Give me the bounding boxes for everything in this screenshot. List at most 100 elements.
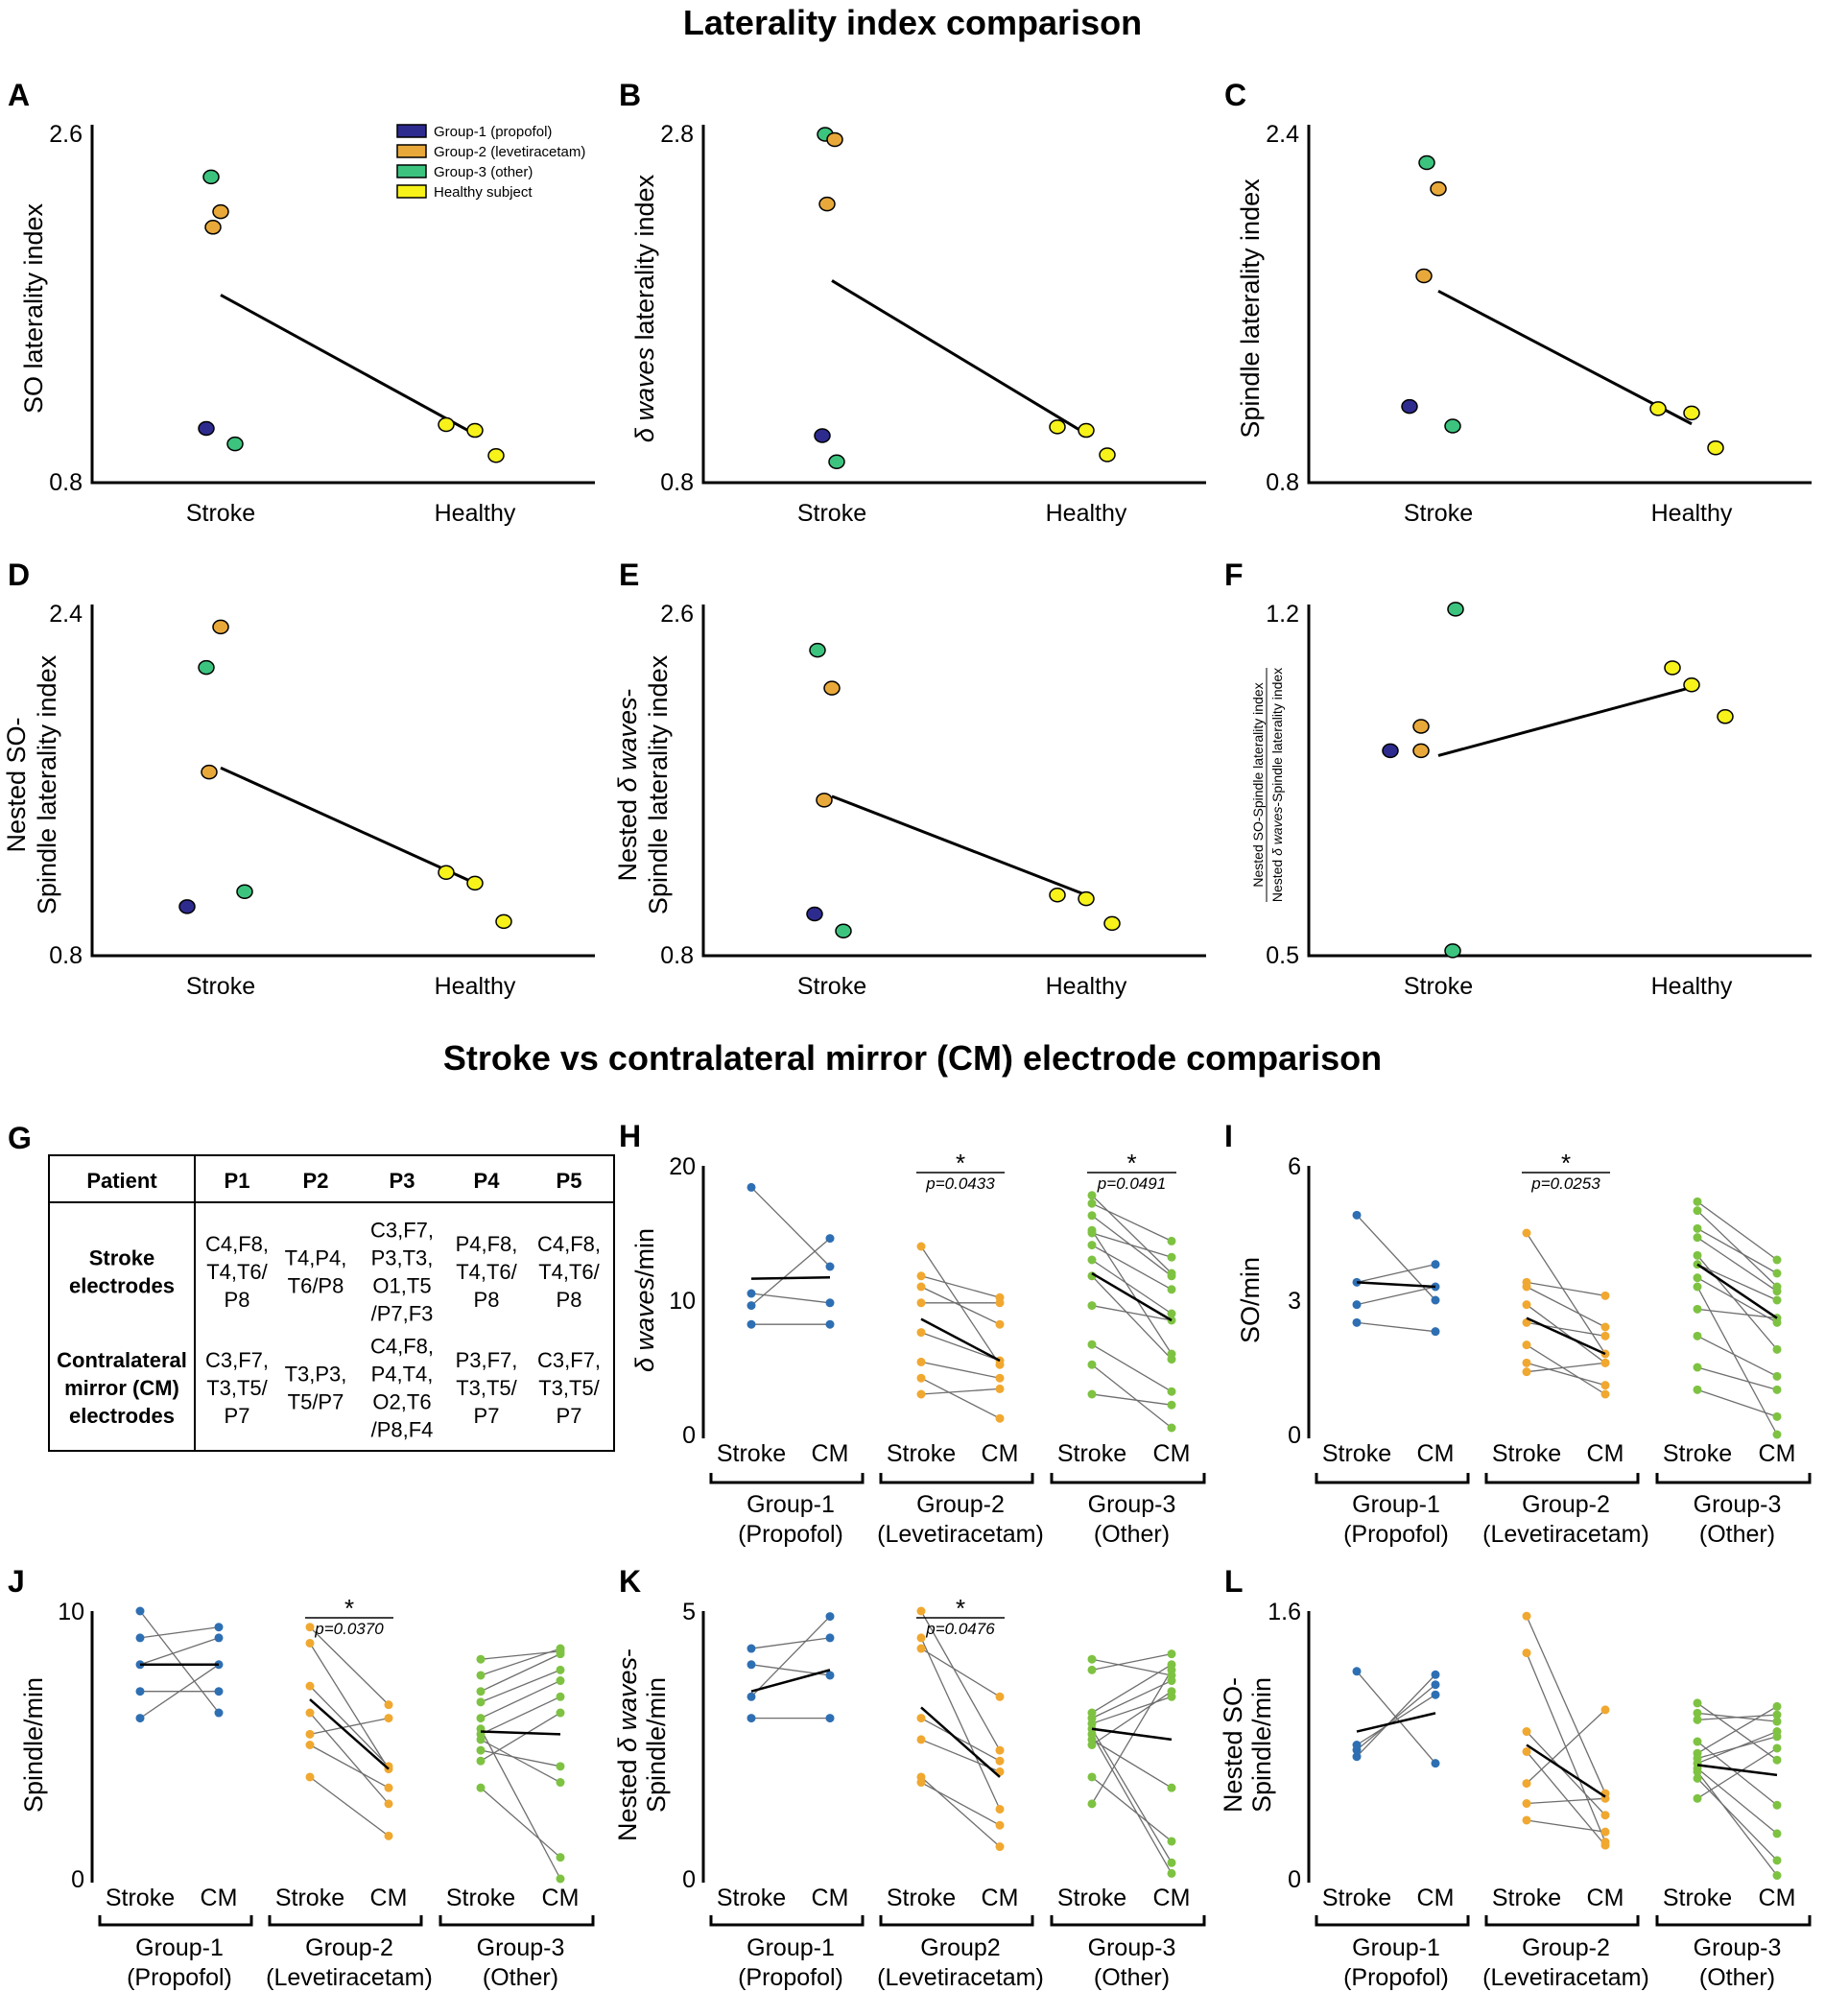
panel-label-F: F xyxy=(1224,557,1244,592)
data-point-cm xyxy=(825,1319,835,1329)
data-point-cm xyxy=(995,1413,1005,1423)
data-point-cm xyxy=(1772,1385,1782,1394)
data-point-stroke xyxy=(1087,1654,1097,1664)
y-tick-label-bottom: 0.8 xyxy=(660,469,694,496)
x-label-stroke: Stroke xyxy=(186,500,255,527)
data-point-group2 xyxy=(201,764,218,780)
data-point-cm xyxy=(1772,1701,1782,1711)
scatter-panel-F: F 1.2 0.5 Stroke Healthy Nested SO-Spindle la… xyxy=(1224,557,1812,1000)
data-point-stroke xyxy=(1693,1250,1702,1260)
data-point-stroke xyxy=(305,1681,315,1691)
panel-label-I: I xyxy=(1224,1119,1233,1153)
mean-line xyxy=(750,1275,831,1280)
table-header-cell: P2 xyxy=(303,1169,329,1193)
p-value-label: p=0.0433 xyxy=(925,1174,995,1193)
pair-line xyxy=(139,1637,220,1666)
y-axis-label-line1: Nested δ waves- xyxy=(613,1648,642,1841)
x-label-stroke: Stroke xyxy=(1057,1885,1126,1911)
pair-line xyxy=(920,1387,1001,1395)
group-label: Group-1 xyxy=(747,1491,835,1518)
pair-line xyxy=(480,1669,561,1703)
data-point-stroke xyxy=(1693,1773,1702,1783)
x-label-cm: CM xyxy=(982,1440,1019,1467)
group-label: Group-3 xyxy=(1694,1934,1782,1961)
data-point-stroke xyxy=(747,1182,756,1192)
y-tick-label: 5 xyxy=(682,1599,696,1625)
data-point-stroke xyxy=(1087,1665,1097,1674)
panel-label-G: G xyxy=(8,1121,32,1155)
data-point-stroke xyxy=(476,1671,486,1680)
data-point-stroke xyxy=(1693,1363,1702,1372)
pair-line xyxy=(920,1361,1001,1379)
data-point-stroke xyxy=(916,1644,926,1653)
pair-line xyxy=(1091,1670,1173,1805)
y-tick-label-bottom: 0.8 xyxy=(1266,469,1299,496)
group-label: Group-1 xyxy=(1352,1934,1440,1961)
data-point-cm xyxy=(995,1373,1005,1383)
data-point-group3 xyxy=(1444,943,1461,959)
group-label-drug: (Other) xyxy=(1094,1521,1170,1548)
y-tick-label-top: 2.8 xyxy=(660,121,694,148)
group-bracket xyxy=(1050,1915,1206,1927)
y-tick-label-top: 2.6 xyxy=(49,121,83,148)
group-label: Group-2 xyxy=(1522,1491,1610,1518)
x-label-stroke: Stroke xyxy=(1404,973,1473,1000)
group-bracket xyxy=(879,1473,1034,1484)
data-point-healthy xyxy=(1683,405,1700,421)
pair-line xyxy=(1091,1776,1173,1842)
data-point-cm xyxy=(995,1298,1005,1308)
data-point-cm xyxy=(1431,1759,1440,1768)
data-point-cm xyxy=(1772,1755,1782,1765)
data-point-cm xyxy=(556,1778,565,1788)
y-tick-label-bottom: 0.8 xyxy=(49,942,83,969)
data-point-stroke xyxy=(476,1687,486,1696)
pair-line xyxy=(1356,1264,1436,1283)
group-label-drug: (Levetiracetam) xyxy=(877,1521,1044,1548)
table-row-label: mirror (CM) xyxy=(64,1376,179,1400)
pair-line xyxy=(1696,1747,1778,1799)
legend-swatch xyxy=(396,144,427,158)
mean-line xyxy=(480,1730,561,1736)
data-point-cm xyxy=(825,1671,835,1680)
data-point-healthy xyxy=(466,875,484,891)
data-point-cm xyxy=(556,1665,565,1674)
group-label-drug: (Propofol) xyxy=(127,1964,232,1991)
data-point-cm xyxy=(214,1687,224,1696)
x-label-stroke: Stroke xyxy=(1404,500,1473,527)
pair-line xyxy=(1091,1202,1173,1242)
pair-line xyxy=(1091,1215,1173,1277)
group-label-drug: (Levetiracetam) xyxy=(877,1964,1044,1991)
pair-line xyxy=(1091,1696,1173,1724)
pair-line xyxy=(920,1377,1001,1419)
data-point-stroke xyxy=(1693,1767,1702,1776)
data-point-group3 xyxy=(835,923,852,939)
scatter-panel-D: D 2.4 0.8 Stroke Healthy Nested SO- Spindle la… xyxy=(2,557,595,1000)
group-label-drug: (Levetiracetam) xyxy=(266,1964,433,1991)
group-label: Group-3 xyxy=(1694,1491,1782,1518)
data-point-cm xyxy=(556,1692,565,1701)
data-point-cm xyxy=(1167,1252,1176,1262)
data-point-healthy xyxy=(1078,890,1095,907)
group-label-drug: (Propofol) xyxy=(738,1521,843,1548)
axis-lines xyxy=(701,125,1206,485)
y-axis-label-line2: Spindle laterality index xyxy=(644,654,673,914)
pair-line xyxy=(1356,1321,1436,1333)
y-tick-label: 0 xyxy=(682,1866,696,1893)
data-point-healthy xyxy=(1103,915,1121,932)
data-point-cm xyxy=(1167,1783,1176,1792)
data-point-cm xyxy=(1167,1387,1176,1396)
data-point-healthy xyxy=(1664,660,1681,676)
p-value-label: p=0.0491 xyxy=(1097,1174,1166,1193)
data-point-cm xyxy=(995,1804,1005,1814)
data-point-cm xyxy=(1600,1331,1610,1340)
pair-line xyxy=(1696,1366,1778,1390)
mean-line xyxy=(1091,1271,1173,1322)
pair-line xyxy=(309,1712,390,1805)
pair-line xyxy=(480,1696,561,1735)
y-tick-label: 20 xyxy=(669,1153,696,1180)
pair-line xyxy=(1526,1304,1606,1364)
pair-line xyxy=(920,1275,1001,1298)
data-point-stroke xyxy=(1693,1385,1702,1394)
data-point-cm xyxy=(556,1762,565,1771)
data-point-cm xyxy=(1772,1871,1782,1881)
